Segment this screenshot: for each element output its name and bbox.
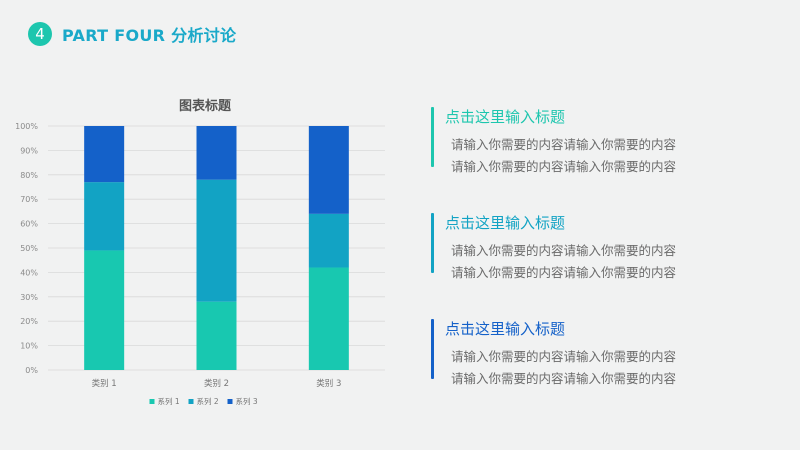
y-tick-label: 90% <box>20 146 38 155</box>
chart-title: 图表标题 <box>179 98 232 114</box>
text-block-title[interactable]: 点击这里输入标题 <box>445 108 566 126</box>
bar-segment-series-1 <box>84 250 125 370</box>
legend-label: 系列 3 <box>236 396 258 406</box>
legend-swatch <box>227 399 233 404</box>
y-tick-label: 0% <box>25 366 38 375</box>
y-tick-label: 20% <box>20 317 38 326</box>
text-block-line[interactable]: 请输入你需要的内容请输入你需要的内容 <box>451 265 677 280</box>
chart-bars <box>84 126 349 370</box>
y-tick-label: 60% <box>20 220 38 229</box>
y-tick-label: 10% <box>20 342 38 351</box>
bar-segment-series-2 <box>84 182 125 251</box>
y-axis-ticks: 0% 10% 20% 30% 40% 50% 60% 70% 80% 90% 100% <box>15 122 38 375</box>
legend-label: 系列 1 <box>158 396 180 406</box>
bar-segment-series-1 <box>196 301 237 370</box>
y-tick-label: 80% <box>20 171 38 180</box>
text-block-title[interactable]: 点击这里输入标题 <box>445 214 566 232</box>
bar-segment-series-1 <box>308 267 349 370</box>
y-tick-label: 100% <box>15 122 38 131</box>
x-category-label: 类别 3 <box>316 378 341 389</box>
text-block-line[interactable]: 请输入你需要的内容请输入你需要的内容 <box>451 243 677 258</box>
x-category-label: 类别 2 <box>204 378 229 389</box>
legend-swatch <box>188 399 194 404</box>
chart-legend: 系列 1 系列 2 系列 3 <box>149 396 258 406</box>
text-block-line[interactable]: 请输入你需要的内容请输入你需要的内容 <box>451 371 677 386</box>
bar-segment-series-3 <box>84 126 125 183</box>
section-title: PART FOUR 分析讨论 <box>62 26 237 45</box>
text-block-accent-bar <box>431 319 434 379</box>
x-axis-categories: 类别 1 类别 2 类别 3 <box>92 378 342 389</box>
text-block-title[interactable]: 点击这里输入标题 <box>445 320 566 338</box>
bar-segment-series-2 <box>196 179 237 302</box>
text-block-line[interactable]: 请输入你需要的内容请输入你需要的内容 <box>451 137 677 152</box>
section-header: 4 PART FOUR 分析讨论 <box>28 22 236 46</box>
legend-swatch <box>149 399 155 404</box>
section-number-badge: 4 <box>28 22 52 46</box>
bar-segment-series-3 <box>196 126 237 180</box>
legend-label: 系列 2 <box>197 396 219 406</box>
stacked-bar-chart: 图表标题 0% 10% 20% 30% 40% 50% 60% 70% 80% 90% 100% 类… <box>15 98 385 406</box>
text-block-accent-bar <box>431 107 434 167</box>
bar-segment-series-3 <box>308 126 349 214</box>
y-tick-label: 50% <box>20 244 38 253</box>
text-block-line[interactable]: 请输入你需要的内容请输入你需要的内容 <box>451 349 677 364</box>
y-tick-label: 70% <box>20 195 38 204</box>
y-tick-label: 30% <box>20 293 38 302</box>
x-category-label: 类别 1 <box>92 378 117 389</box>
y-tick-label: 40% <box>20 268 38 277</box>
text-block-line[interactable]: 请输入你需要的内容请输入你需要的内容 <box>451 159 677 174</box>
text-block-accent-bar <box>431 213 434 273</box>
bar-segment-series-2 <box>308 213 349 268</box>
